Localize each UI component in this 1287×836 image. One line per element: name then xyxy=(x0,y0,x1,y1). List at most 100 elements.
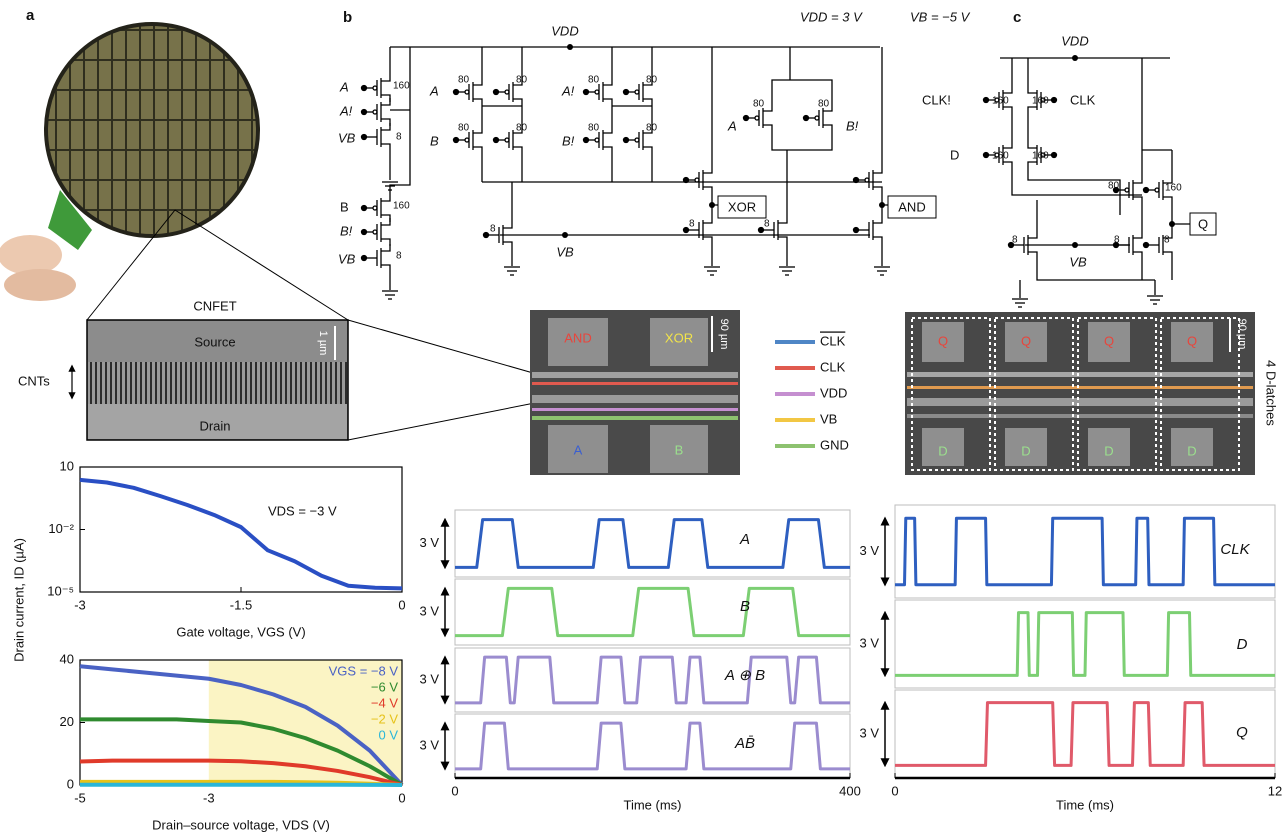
circuit-label: 8 xyxy=(1012,235,1018,246)
y-tick-label: 10⁻² xyxy=(48,521,74,536)
series-line xyxy=(455,588,850,635)
wafer-photo xyxy=(0,24,258,301)
legend-label: 0 V xyxy=(378,727,398,742)
circuit-label: 80 xyxy=(516,123,528,134)
circuit-label: 160 xyxy=(992,96,1009,107)
y-tick-label: 10⁻⁵ xyxy=(47,583,74,598)
micrograph-c xyxy=(905,312,1255,475)
micrograph-label: Q xyxy=(1021,333,1031,348)
circuit-label: 160 xyxy=(393,81,410,92)
circuit-label: XOR xyxy=(728,199,756,214)
x-tick-label: -3 xyxy=(203,790,215,805)
ground xyxy=(1012,299,1028,307)
annotation: VDS = −3 V xyxy=(268,503,337,518)
circuit-label: 8 xyxy=(1114,235,1120,246)
wire-strip xyxy=(532,408,738,411)
y-tick-label: 20 xyxy=(60,714,74,729)
series-line xyxy=(455,520,850,568)
x-tick-label: 0 xyxy=(398,597,405,612)
legend-label: −2 V xyxy=(371,711,398,726)
wire-strip xyxy=(907,386,1253,389)
circuit-label: B xyxy=(340,199,349,214)
series-line xyxy=(455,657,850,703)
chart: CLK3 V xyxy=(859,505,1275,598)
circuit-label: A! xyxy=(561,83,575,98)
transistor xyxy=(362,74,391,102)
series-line xyxy=(80,480,402,588)
legend-label: −6 V xyxy=(371,679,398,694)
amplitude-label: 3 V xyxy=(419,671,439,686)
legend-label: CLK xyxy=(820,359,846,374)
circuit-label: A xyxy=(339,79,349,94)
circuit-label: 8 xyxy=(689,219,695,230)
micrograph-label: A xyxy=(574,442,583,457)
transistor xyxy=(684,166,713,194)
node xyxy=(879,202,885,208)
chart: A3 V xyxy=(419,510,850,577)
cnt-array xyxy=(88,362,347,404)
scale-label: 90 µm xyxy=(1236,319,1248,350)
micrograph-label: B xyxy=(675,442,684,457)
wire-legend: CLKCLKVDDVBGND xyxy=(775,333,849,452)
circuit-label: 80 xyxy=(588,123,600,134)
circuit-label: 80 xyxy=(516,75,528,86)
amplitude-label: 3 V xyxy=(419,535,439,550)
transistor xyxy=(854,216,883,244)
amplitude-label: 3 V xyxy=(419,737,439,752)
circuit-label: 160 xyxy=(1165,183,1182,194)
finger xyxy=(4,269,76,301)
wire-strip xyxy=(907,372,1253,377)
supply-label: VDD = 3 V xyxy=(800,9,863,24)
wire-strip xyxy=(907,414,1253,418)
series-line xyxy=(895,613,1275,676)
ground xyxy=(504,267,520,275)
chart: A ⊕ B 3 V xyxy=(419,648,850,712)
legend-label: VB xyxy=(820,411,837,426)
x-tick-label: -1.5 xyxy=(230,597,252,612)
micrograph-b xyxy=(530,310,740,475)
circuit-label: B! xyxy=(340,223,353,238)
micrograph-label: D xyxy=(1187,443,1196,458)
circuit-label: 8 xyxy=(490,224,496,235)
circuit-label: 80 xyxy=(818,99,830,110)
wafer xyxy=(46,24,258,236)
transistor xyxy=(362,123,391,151)
annotation: A ⊕ B xyxy=(724,667,765,684)
x-tick-label: 0 xyxy=(451,783,458,798)
transistor xyxy=(684,216,713,244)
circuit-label: A xyxy=(727,118,737,133)
micrograph-label: Q xyxy=(1104,333,1114,348)
amplitude-label: 3 V xyxy=(859,635,879,650)
node xyxy=(709,202,715,208)
legend-label: GND xyxy=(820,437,849,452)
circuit-label: 80 xyxy=(753,99,765,110)
legend-label: −4 V xyxy=(371,695,398,710)
cnt-label: CNTs xyxy=(18,373,50,388)
annotation: B xyxy=(740,598,750,615)
circuit-label: CLK! xyxy=(922,92,951,107)
circuit-label: 8 xyxy=(1164,235,1170,246)
circuit-label: 160 xyxy=(1032,151,1049,162)
transistor xyxy=(362,194,391,222)
legend-label: CLK xyxy=(820,333,846,348)
sem-title: CNFET xyxy=(193,298,236,313)
circuit-label: 80 xyxy=(458,75,470,86)
x-axis-label: Time (ms) xyxy=(623,797,681,812)
legend-label: VGS = −8 V xyxy=(329,663,399,678)
circuit-label: 80 xyxy=(458,123,470,134)
wire-strip xyxy=(532,382,738,385)
series-line xyxy=(895,518,1275,584)
circuit-label: VB xyxy=(338,251,356,266)
annotation: AB̄ xyxy=(734,735,755,752)
series-line xyxy=(455,723,850,769)
panel-label: a xyxy=(26,7,35,24)
x-tick-label: 0 xyxy=(891,783,898,798)
wire-strip xyxy=(532,416,738,420)
wire-strip xyxy=(907,398,1253,406)
chart: B3 V xyxy=(419,579,850,645)
y-tick-label: 40 xyxy=(60,651,74,666)
x-tick-label: -5 xyxy=(74,790,86,805)
